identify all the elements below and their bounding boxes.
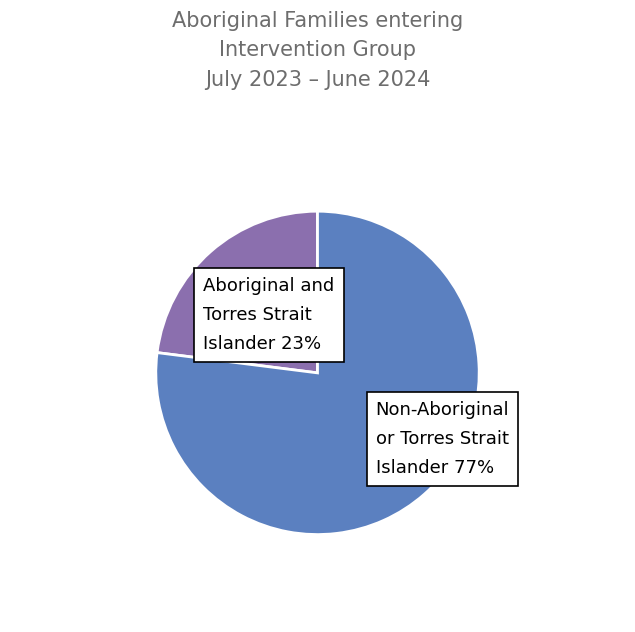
Title: Aboriginal Families entering
Intervention Group
July 2023 – June 2024: Aboriginal Families entering Interventio… (172, 11, 463, 90)
Wedge shape (156, 211, 479, 535)
Text: Aboriginal and
Torres Strait
Islander 23%: Aboriginal and Torres Strait Islander 23… (203, 277, 335, 353)
Wedge shape (157, 211, 318, 373)
Text: Non-Aboriginal
or Torres Strait
Islander 77%: Non-Aboriginal or Torres Strait Islander… (375, 401, 509, 477)
